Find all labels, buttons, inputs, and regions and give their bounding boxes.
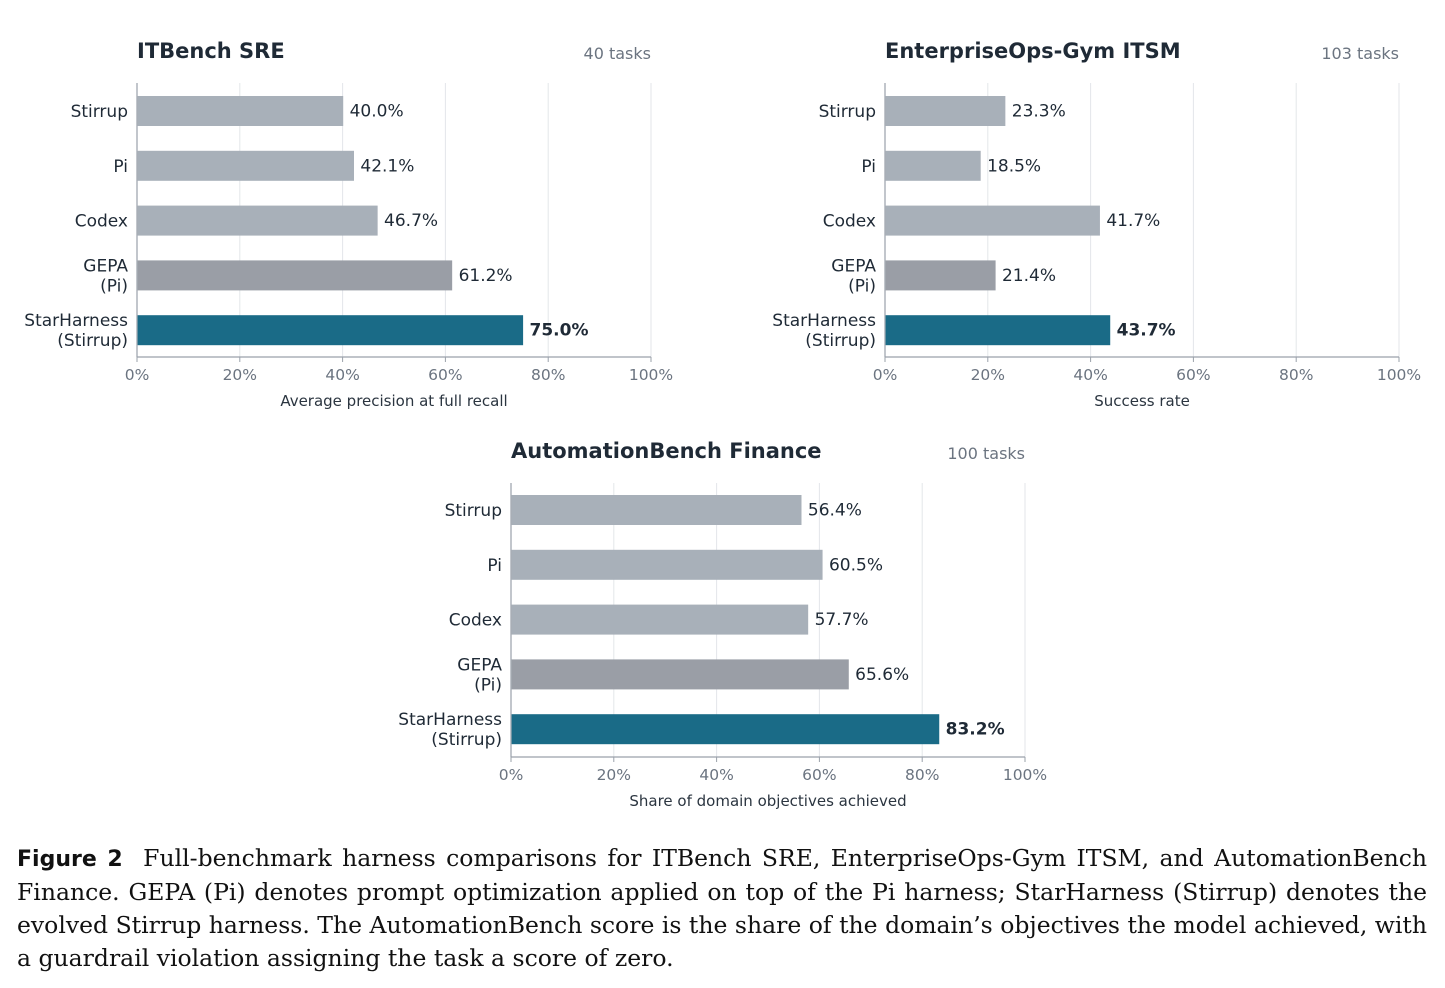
panel-2-bar-3 <box>885 205 1100 236</box>
panel-2-bar-2 <box>885 150 981 181</box>
figure-canvas: ITBench SRE 40 tasks 0% 20% 40% 60% 80% 100% Ave… <box>24 39 1421 810</box>
panel-2-x-tick-label: 100% <box>1377 366 1421 384</box>
panel-1-value-label-5: 75.0% <box>530 321 589 341</box>
panel-3-category-label-1: Stirrup <box>445 501 502 521</box>
panel-2-x-tick-label: 60% <box>1176 366 1210 384</box>
panel-1-x-tick-label: 60% <box>428 366 462 384</box>
panel-2-x-tick-label: 40% <box>1073 366 1107 384</box>
panel-3-x-tick-label: 80% <box>905 766 939 784</box>
panel-2-bar-4 <box>885 260 996 291</box>
panel-3-value-label-3: 57.7% <box>815 610 869 630</box>
panel-3-category-label-3: Codex <box>449 611 502 631</box>
panel-2-x-axis-label: Success rate <box>1094 392 1190 410</box>
panel-1-title: ITBench SRE <box>137 39 285 63</box>
panel-1-subtitle: 40 tasks <box>584 44 651 63</box>
panel-2-title: EnterpriseOps-Gym ITSM <box>885 39 1181 63</box>
panel-3-category-label-5: StarHarness (Stirrup) <box>398 710 502 750</box>
panel-3-subtitle: 100 tasks <box>947 444 1025 463</box>
panel-1-category-label-5: StarHarness (Stirrup) <box>24 311 128 351</box>
panel-3-bar-5 <box>511 714 940 745</box>
panel-1-value-label-1: 40.0% <box>350 102 404 122</box>
panel-1-bar-5 <box>137 315 524 346</box>
panel-1-x-tick-label: 100% <box>629 366 673 384</box>
panel-2-value-label-1: 23.3% <box>1012 102 1066 122</box>
panel-3-x-tick-label: 0% <box>499 766 524 784</box>
panel-1-x-tick-label: 80% <box>531 366 565 384</box>
panel-3-x-tick-label: 100% <box>1003 766 1047 784</box>
panel-2-category-label-3: Codex <box>823 212 876 232</box>
panel-3-bar-1 <box>511 495 802 525</box>
panel-1-bar-4 <box>137 260 453 291</box>
panel-1-value-label-2: 42.1% <box>360 156 414 176</box>
panel-1-value-label-4: 61.2% <box>459 266 513 286</box>
panel-3-x-tick-label: 60% <box>802 766 836 784</box>
caption-text: Full-benchmark harness comparisons for I… <box>17 844 1428 972</box>
panel-2-category-label-5: StarHarness (Stirrup) <box>772 311 876 351</box>
panel-2-value-label-5: 43.7% <box>1117 321 1176 341</box>
panel-2-x-tick-label: 20% <box>971 366 1005 384</box>
panel-3-category-label-2: Pi <box>487 556 502 576</box>
panel-2-category-label-2: Pi <box>861 157 876 177</box>
panel-1-category-label-3: Codex <box>75 212 128 232</box>
panel-3-value-label-4: 65.6% <box>855 665 909 685</box>
panel-1-bar-2 <box>137 150 354 181</box>
panel-1-bar-1 <box>137 96 344 126</box>
panel-2-bar-1 <box>885 96 1006 126</box>
panel-1-x-tick-label: 20% <box>223 366 257 384</box>
panel-2-subtitle: 103 tasks <box>1321 44 1399 63</box>
panel-3-x-tick-label: 40% <box>699 766 733 784</box>
panel-3-bar-3 <box>511 604 809 635</box>
panel-1-category-label-2: Pi <box>113 157 128 177</box>
panel-2-category-label-4: GEPA (Pi) <box>831 256 876 296</box>
panel-1-value-label-3: 46.7% <box>384 211 438 231</box>
panel-1-x-axis-label: Average precision at full recall <box>280 392 507 410</box>
figure-caption: Figure 2 Full-benchmark harness comparis… <box>17 842 1427 975</box>
panel-2-value-label-4: 21.4% <box>1002 266 1056 286</box>
panel-3-bar-4 <box>511 659 849 690</box>
panel-2-value-label-3: 41.7% <box>1106 211 1160 231</box>
panel-2-value-label-2: 18.5% <box>987 156 1041 176</box>
panel-2-category-label-1: Stirrup <box>819 102 876 122</box>
panel-1-x-tick-label: 40% <box>325 366 359 384</box>
panel-1-category-label-4: GEPA (Pi) <box>83 256 128 296</box>
panel-3-category-label-4: GEPA (Pi) <box>457 655 502 695</box>
panel-3-x-axis-label: Share of domain objectives achieved <box>629 792 906 810</box>
panel-2-x-tick-label: 80% <box>1279 366 1313 384</box>
panel-3-value-label-1: 56.4% <box>808 501 862 521</box>
panel-2-bar-5 <box>885 315 1111 346</box>
panel-2-x-tick-label: 0% <box>873 366 898 384</box>
panel-3-value-label-2: 60.5% <box>829 555 883 575</box>
panel-1-x-tick-label: 0% <box>125 366 150 384</box>
panel-1-bar-3 <box>137 205 378 236</box>
panel-3-title: AutomationBench Finance <box>511 439 822 463</box>
panel-3-x-tick-label: 20% <box>597 766 631 784</box>
panel-3-value-label-5: 83.2% <box>946 720 1005 740</box>
panel-1-category-label-1: Stirrup <box>71 102 128 122</box>
panel-3-bar-2 <box>511 549 823 580</box>
caption-label: Figure 2 <box>17 847 123 872</box>
